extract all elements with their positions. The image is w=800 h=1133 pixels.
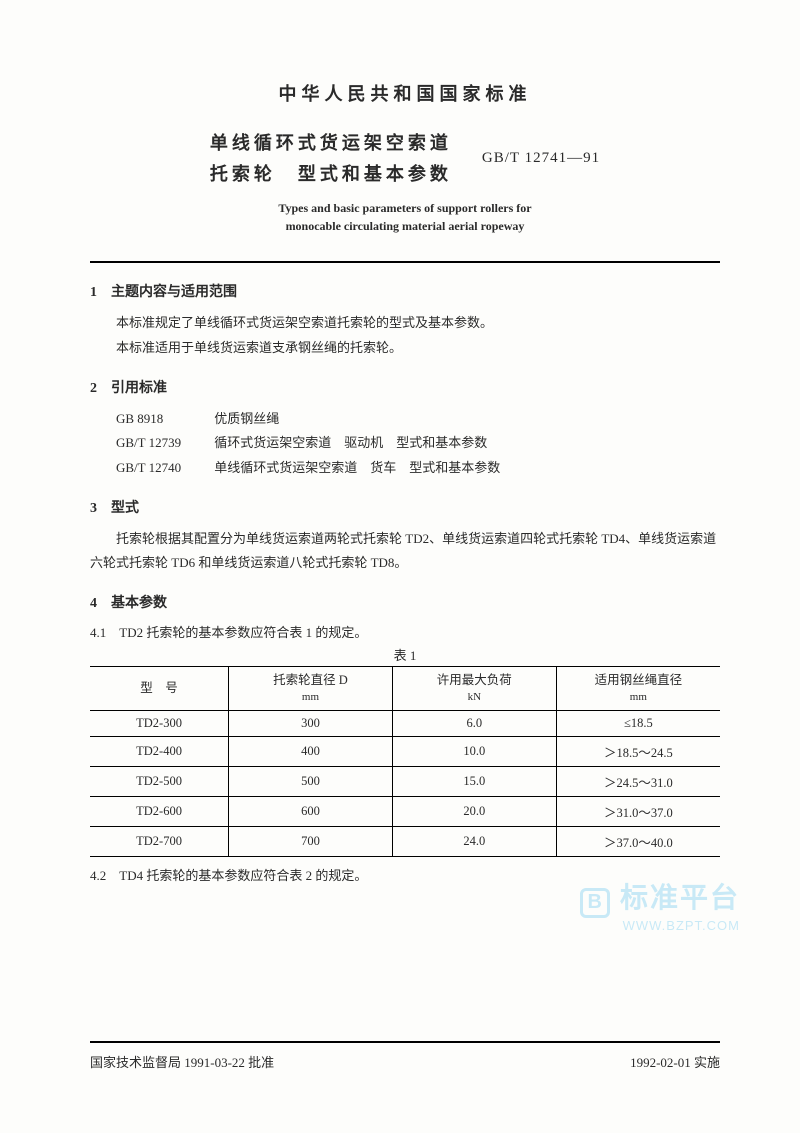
- section4-heading: 4 基本参数: [90, 592, 720, 612]
- cell: 600: [229, 796, 393, 826]
- title-en-line2: monocable circulating material aerial ro…: [90, 217, 720, 235]
- title-chinese: 单线循环式货运架空索道 托索轮 型式和基本参数: [210, 128, 452, 189]
- table-row: TD2-400 400 10.0 ＞18.5～24.5: [90, 736, 720, 766]
- cell: 700: [229, 826, 393, 856]
- footer-row: 国家技术监督局 1991-03-22 批准 1992-02-01 实施: [90, 1052, 720, 1071]
- table-1: 型 号 托索轮直径 D mm 许用最大负荷 kN 适用钢丝绳直径 mm TD2-…: [90, 666, 720, 857]
- cell: TD2-400: [90, 736, 229, 766]
- cell: 24.0: [392, 826, 556, 856]
- standard-code: GB/T 12741—91: [482, 150, 600, 167]
- section3-para1: 托索轮根据其配置分为单线货运索道两轮式托索轮 TD2、单线货运索道四轮式托索轮 …: [90, 527, 720, 576]
- section1-para2: 本标准适用于单线货运索道支承钢丝绳的托索轮。: [90, 336, 720, 361]
- cell: ＞37.0～40.0: [556, 826, 720, 856]
- section3-heading: 3 型式: [90, 497, 720, 517]
- cell: ≤18.5: [556, 710, 720, 736]
- ref1-text: 优质钢丝绳: [214, 411, 279, 426]
- ref-3: GB/T 12740 单线循环式货运架空索道 货车 型式和基本参数: [90, 456, 720, 481]
- cell: 6.0: [392, 710, 556, 736]
- table-row: TD2-500 500 15.0 ＞24.5～31.0: [90, 766, 720, 796]
- th-rope: 适用钢丝绳直径 mm: [556, 667, 720, 711]
- th-load-unit: kN: [399, 690, 550, 705]
- table1-caption: 表 1: [90, 645, 720, 664]
- section1-heading: 1 主题内容与适用范围: [90, 281, 720, 301]
- ref-2: GB/T 12739 循环式货运架空索道 驱动机 型式和基本参数: [90, 431, 720, 456]
- title-cn-line1: 单线循环式货运架空索道: [210, 128, 452, 159]
- ref2-code: GB/T 12739: [116, 431, 211, 456]
- table-row: TD2-300 300 6.0 ≤18.5: [90, 710, 720, 736]
- watermark-url: WWW.BZPT.COM: [580, 918, 740, 933]
- cell: TD2-700: [90, 826, 229, 856]
- header-divider: [90, 261, 720, 263]
- ref1-code: GB 8918: [116, 407, 211, 432]
- th-rope-label: 适用钢丝绳直径: [595, 673, 683, 687]
- th-diameter: 托索轮直径 D mm: [229, 667, 393, 711]
- cell: 10.0: [392, 736, 556, 766]
- cell: 15.0: [392, 766, 556, 796]
- title-row: 单线循环式货运架空索道 托索轮 型式和基本参数 GB/T 12741—91: [90, 128, 720, 189]
- title-english: Types and basic parameters of support ro…: [90, 199, 720, 235]
- header-block: 中华人民共和国国家标准 单线循环式货运架空索道 托索轮 型式和基本参数 GB/T…: [90, 80, 720, 235]
- cell: 500: [229, 766, 393, 796]
- th-rope-unit: mm: [563, 690, 714, 705]
- cell: TD2-300: [90, 710, 229, 736]
- title-en-line1: Types and basic parameters of support ro…: [90, 199, 720, 217]
- watermark-main: 标准平台: [580, 876, 740, 918]
- section2-heading: 2 引用标准: [90, 377, 720, 397]
- watermark: 标准平台 WWW.BZPT.COM: [580, 876, 740, 933]
- table-header-row: 型 号 托索轮直径 D mm 许用最大负荷 kN 适用钢丝绳直径 mm: [90, 667, 720, 711]
- ref3-text: 单线循环式货运架空索道 货车 型式和基本参数: [214, 460, 500, 475]
- th-model-label: 型 号: [140, 681, 178, 695]
- table-row: TD2-600 600 20.0 ＞31.0～37.0: [90, 796, 720, 826]
- cell: ＞24.5～31.0: [556, 766, 720, 796]
- footer-divider: [90, 1041, 720, 1043]
- ref2-text: 循环式货运架空索道 驱动机 型式和基本参数: [214, 435, 487, 450]
- footer-effective: 1992-02-01 实施: [630, 1052, 720, 1071]
- section1-para1: 本标准规定了单线循环式货运架空索道托索轮的型式及基本参数。: [90, 311, 720, 336]
- th-diameter-unit: mm: [235, 690, 386, 705]
- document-page: { "header": { "nation_title": "中华人民共和国国家…: [0, 0, 800, 1133]
- ref-1: GB 8918 优质钢丝绳: [90, 407, 720, 432]
- th-model: 型 号: [90, 667, 229, 711]
- cell: ＞31.0～37.0: [556, 796, 720, 826]
- cell: ＞18.5～24.5: [556, 736, 720, 766]
- watermark-logo-icon: [580, 888, 610, 918]
- watermark-text: 标准平台: [620, 882, 740, 913]
- table-row: TD2-700 700 24.0 ＞37.0～40.0: [90, 826, 720, 856]
- footer-approval: 国家技术监督局 1991-03-22 批准: [90, 1052, 274, 1071]
- section4-1: 4.1 TD2 托索轮的基本参数应符合表 1 的规定。: [90, 622, 720, 641]
- cell: 300: [229, 710, 393, 736]
- th-load: 许用最大负荷 kN: [392, 667, 556, 711]
- cell: TD2-500: [90, 766, 229, 796]
- table1-body: TD2-300 300 6.0 ≤18.5 TD2-400 400 10.0 ＞…: [90, 710, 720, 856]
- cell: 400: [229, 736, 393, 766]
- th-load-label: 许用最大负荷: [437, 673, 512, 687]
- ref3-code: GB/T 12740: [116, 456, 211, 481]
- cell: 20.0: [392, 796, 556, 826]
- cell: TD2-600: [90, 796, 229, 826]
- th-diameter-label: 托索轮直径 D: [273, 673, 348, 687]
- nation-title: 中华人民共和国国家标准: [90, 80, 720, 106]
- title-cn-line2: 托索轮 型式和基本参数: [210, 159, 452, 190]
